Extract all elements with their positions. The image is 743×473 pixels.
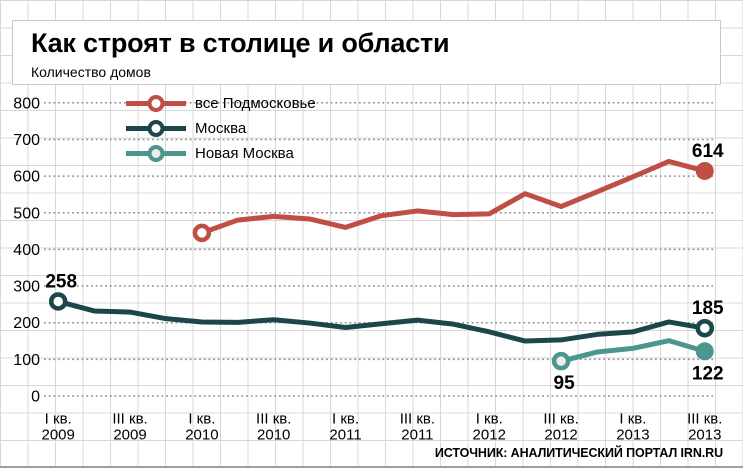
legend-item-novaya-moskva: Новая Москва <box>126 141 316 166</box>
data-point-label: 185 <box>692 298 724 319</box>
data-point-label: 95 <box>554 373 576 394</box>
legend-label: все Подмосковье <box>195 95 316 112</box>
marker-vse-podmoskovye-start <box>192 223 212 243</box>
y-axis-title: Количество домов <box>31 63 151 80</box>
y-tick-label: 200 <box>13 315 40 332</box>
marker-novaya-moskva-start <box>551 351 571 371</box>
y-tick-label: 600 <box>13 169 40 186</box>
marker-moskva-end <box>695 318 715 338</box>
chart-legend: все Подмосковье Москва Новая Москва <box>126 91 316 166</box>
x-tick-label: I кв. 2010 <box>185 411 218 444</box>
series-line-moskva <box>55 298 708 344</box>
x-tick-label: I кв. 2009 <box>42 411 75 444</box>
data-point-label: 614 <box>692 141 724 162</box>
y-tick-label: 300 <box>13 279 40 296</box>
chart-title: Как строят в столице и области <box>31 28 450 58</box>
marker-moskva-start <box>48 292 68 311</box>
x-tick-label: III кв. 2012 <box>543 411 578 444</box>
legend-marker-icon <box>126 120 186 137</box>
x-tick-label: I кв. 2011 <box>329 411 361 444</box>
source-credit: ИСТОЧНИК: АНАЛИТИЧЕСКИЙ ПОРТАЛ IRN.RU <box>434 446 723 460</box>
legend-label: Москва <box>195 120 247 137</box>
title-card: Как строят в столице и области Количеств… <box>12 20 721 85</box>
y-tick-label: 500 <box>13 205 40 222</box>
legend-marker-icon <box>126 95 186 112</box>
marker-vse-podmoskovye-end <box>695 161 714 180</box>
bottom-margin <box>0 468 743 473</box>
y-tick-label: 700 <box>13 132 40 149</box>
y-tick-label: 100 <box>13 352 40 369</box>
y-tick-label: 800 <box>13 95 40 112</box>
y-tick-label: 0 <box>31 389 40 406</box>
x-tick-label: III кв. 2013 <box>687 411 722 444</box>
x-tick-label: I кв. 2012 <box>473 411 506 444</box>
data-point-label: 122 <box>692 363 724 384</box>
x-tick-label: III кв. 2010 <box>256 411 291 444</box>
series-line-vse-podmoskovye <box>199 158 708 236</box>
legend-marker-icon <box>126 145 186 162</box>
legend-item-moskva: Москва <box>126 116 316 141</box>
x-tick-label: III кв. 2009 <box>112 411 147 444</box>
x-tick-label: III кв. 2011 <box>400 411 435 444</box>
legend-label: Новая Москва <box>195 145 294 162</box>
data-point-label: 258 <box>45 271 77 292</box>
marker-novaya-moskva-end <box>695 342 714 361</box>
y-tick-label: 400 <box>13 242 40 259</box>
series-line-novaya-moskva <box>558 338 708 364</box>
bottom-border <box>0 466 743 468</box>
legend-item-vse-podmoskovye: все Подмосковье <box>126 91 316 116</box>
x-tick-label: I кв. 2013 <box>616 411 649 444</box>
